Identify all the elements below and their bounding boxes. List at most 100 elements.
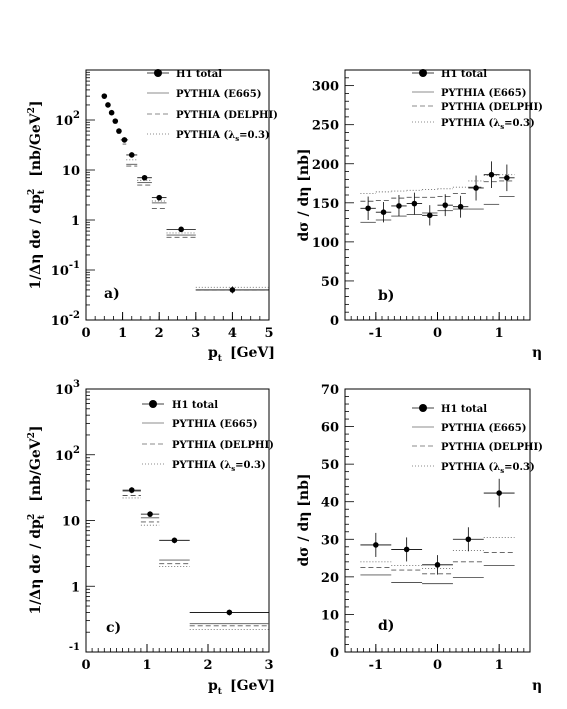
data-point [396, 203, 402, 209]
legend-label-lam: PYTHIA (λs=0.3) [441, 462, 535, 475]
data-point [473, 185, 479, 191]
x-tick-label: 4 [228, 326, 237, 341]
data-point [373, 542, 379, 548]
data-point [112, 118, 119, 124]
data-point [426, 212, 433, 219]
legend-b: H1 total PYTHIA (E665) PYTHIA (DELPHI) P… [412, 69, 543, 131]
y-tick-label: 20 [321, 571, 339, 586]
y-tick-label: 10 [62, 164, 80, 179]
data-point [108, 109, 115, 116]
data-point [128, 152, 135, 158]
data-point [380, 209, 387, 215]
panel-c-label: c) [106, 620, 121, 636]
data-point [496, 490, 502, 496]
y-tick-label: 200 [312, 158, 339, 173]
panel-b-label: b) [378, 288, 394, 304]
ylabel-a: 1/Δη dσ / dpt2[nb/GeV2] [27, 100, 47, 289]
y-tick-label: 70 [321, 383, 339, 398]
y-tick-label: 40 [321, 496, 339, 511]
y-tick-label: 50 [321, 275, 339, 290]
y-tick-label: 100 [312, 236, 339, 251]
y-tick-label: 1 [71, 214, 80, 229]
x-tick-label: 5 [264, 326, 273, 341]
legend-label-e665: PYTHIA (E665) [441, 423, 526, 434]
y-tick-label: 150 [312, 197, 339, 212]
data-point [229, 287, 236, 293]
xlabel-a: pt [GeV] [208, 345, 275, 364]
y-tick-label: 1 [71, 580, 80, 595]
ylabel-d: dσ / dη [nb] [296, 473, 312, 566]
legend-label-h1: H1 total [172, 400, 218, 411]
xlabel-b: η [532, 345, 542, 361]
svg-text:1/Δη dσ / dpt2[nb/GeV2]: 1/Δη dσ / dpt2[nb/GeV2] [27, 425, 47, 614]
legend-label-h1: H1 total [176, 69, 222, 80]
y-tick-label: 50 [321, 458, 339, 473]
data-point [156, 194, 162, 201]
x-tick-label: 1 [118, 326, 127, 341]
data-point [116, 128, 122, 134]
legend-label-delphi: PYTHIA (DELPHI) [441, 442, 543, 453]
data-point [105, 102, 111, 108]
x-tick-label: 2 [203, 658, 212, 673]
data-point [411, 200, 418, 207]
x-tick-label: 1 [495, 326, 504, 341]
legend-label-e665: PYTHIA (E665) [172, 419, 257, 430]
y-tick-label: 60 [321, 421, 339, 436]
y-tick-label: 0 [330, 646, 339, 661]
panel-b: b) -1 0 1 0 50 100 150 200 250 300 [312, 69, 531, 341]
panel-a-frame [85, 69, 270, 321]
legend-label-h1: H1 total [441, 69, 487, 80]
legend-label-h1: H1 total [441, 404, 487, 415]
x-tick-label: -1 [369, 326, 383, 341]
data-point [442, 202, 449, 208]
data-point [178, 226, 184, 233]
data-point [147, 511, 153, 517]
y-tick-label: 103 [55, 379, 80, 398]
y-tick-label: 102 [55, 110, 80, 129]
panel-a: a) 0 1 2 3 4 5 10-2 10-1 1 10 102 [51, 69, 274, 341]
xlabel-d: η [532, 678, 542, 694]
xlabel-c: pt [GeV] [208, 678, 275, 697]
legend-a: H1 total PYTHIA (E665) PYTHIA (DELPHI) P… [147, 69, 278, 143]
panel-d-label: d) [378, 618, 394, 634]
y-tick-label: 10 [62, 515, 80, 530]
x-tick-label: 0 [433, 326, 442, 341]
y-tick-label: 10-1 [51, 260, 80, 279]
legend-label-delphi: PYTHIA (DELPHI) [172, 440, 274, 451]
legend-d: H1 total PYTHIA (E665) PYTHIA (DELPHI) P… [412, 404, 543, 475]
y-tick-label: 10-2 [51, 310, 80, 329]
x-tick-label: 3 [191, 326, 200, 341]
data-point [434, 562, 441, 568]
y-tick-label: 300 [312, 80, 339, 95]
svg-text:pt[GeV]: pt [GeV] [208, 345, 275, 364]
panel-c: c) 0 1 2 3 -1 1 10 102 103 [55, 379, 274, 673]
legend-label-delphi: PYTHIA (DELPHI) [441, 102, 543, 113]
ylabel-b: dσ / dη [nb] [296, 148, 312, 241]
data-point [101, 93, 108, 99]
x-tick-label: 1 [142, 658, 151, 673]
y-tick-label: -1 [69, 642, 80, 653]
x-tick-label: 2 [155, 326, 164, 341]
data-point [226, 609, 233, 616]
legend-label-lam: PYTHIA (λs=0.3) [441, 118, 535, 131]
y-tick-label: 250 [312, 119, 339, 134]
ylabel-c: 1/Δη dσ / dpt2[nb/GeV2] [27, 425, 47, 614]
data-point [121, 137, 128, 143]
legend-label-e665: PYTHIA (E665) [441, 88, 526, 99]
data-point [465, 536, 472, 543]
svg-text:1/Δη dσ / dpt2[nb/GeV2]: 1/Δη dσ / dpt2[nb/GeV2] [27, 100, 47, 289]
data-point [488, 171, 495, 178]
legend-c: H1 total PYTHIA (E665) PYTHIA (DELPHI) P… [142, 400, 274, 473]
legend-label-lam: PYTHIA (λs=0.3) [176, 130, 270, 143]
legend-label-delphi: PYTHIA (DELPHI) [176, 110, 278, 121]
svg-text:pt[GeV]: pt [GeV] [208, 678, 275, 697]
data-point [171, 537, 178, 544]
y-tick-label: 30 [321, 533, 339, 548]
x-tick-label: 0 [81, 658, 90, 673]
data-point [128, 487, 135, 493]
data-point [403, 546, 410, 553]
legend-label-e665: PYTHIA (E665) [176, 89, 261, 100]
panel-a-label: a) [104, 286, 120, 302]
